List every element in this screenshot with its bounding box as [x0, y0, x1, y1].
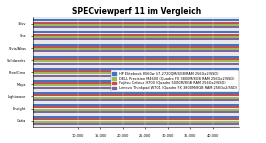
- Bar: [33, 44, 266, 46]
- Bar: [33, 62, 266, 65]
- Bar: [33, 56, 266, 58]
- Bar: [33, 38, 266, 40]
- Bar: [33, 106, 266, 108]
- Bar: [33, 80, 266, 82]
- Bar: [33, 58, 266, 60]
- Bar: [33, 46, 266, 48]
- Bar: [33, 85, 266, 87]
- Bar: [33, 22, 266, 24]
- Bar: [33, 123, 266, 125]
- Bar: [33, 48, 266, 50]
- Bar: [33, 82, 266, 84]
- Bar: [33, 24, 266, 26]
- Bar: [33, 118, 266, 120]
- Bar: [33, 97, 266, 99]
- Bar: [33, 116, 266, 118]
- Bar: [33, 70, 266, 72]
- Bar: [33, 26, 266, 28]
- Bar: [33, 121, 266, 123]
- Legend: HP Elitebook 8560w (i7-2720QM/4GB/RAM 256Gx2/SSD), DELL Precision M4600 (Quadro : HP Elitebook 8560w (i7-2720QM/4GB/RAM 25…: [110, 70, 239, 92]
- Bar: [33, 31, 266, 33]
- Bar: [33, 72, 266, 74]
- Bar: [33, 87, 266, 89]
- Bar: [33, 68, 266, 70]
- Bar: [33, 109, 266, 111]
- Bar: [33, 19, 266, 21]
- Title: SPECviewperf 11 im Vergleich: SPECviewperf 11 im Vergleich: [72, 7, 201, 16]
- Bar: [33, 36, 266, 38]
- Bar: [33, 99, 266, 101]
- Bar: [33, 34, 266, 36]
- Bar: [33, 94, 266, 96]
- Bar: [33, 92, 266, 94]
- Bar: [33, 75, 266, 77]
- Bar: [33, 104, 266, 106]
- Bar: [33, 60, 266, 62]
- Bar: [33, 50, 266, 52]
- Bar: [33, 111, 266, 113]
